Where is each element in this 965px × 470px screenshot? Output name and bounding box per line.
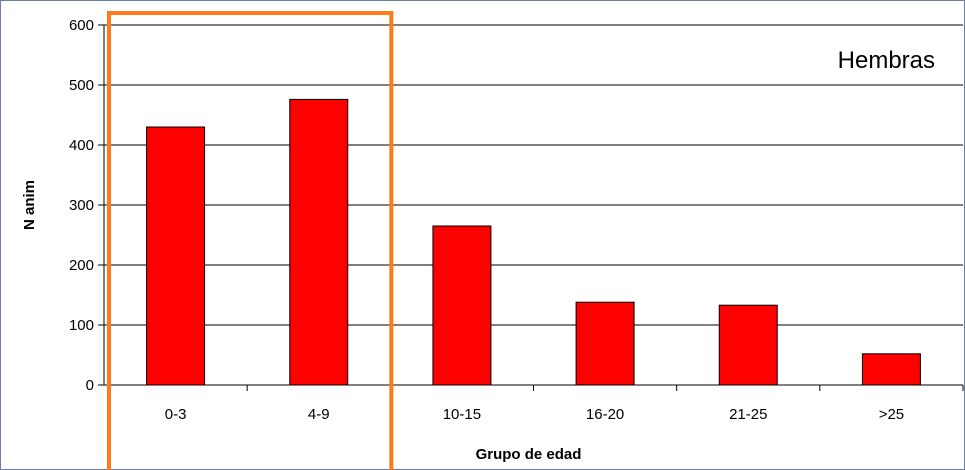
y-tick-label: 600 — [69, 17, 94, 34]
gridlines — [98, 24, 964, 391]
y-tick-label: 0 — [86, 377, 94, 394]
x-tick-label: 10-15 — [443, 406, 481, 423]
y-tick-label: 400 — [69, 137, 94, 154]
y-axis-title: N anim — [21, 180, 38, 230]
highlight-box — [107, 11, 394, 470]
chart-title: Hembras — [838, 47, 935, 74]
x-tick-label: 4-9 — [308, 406, 330, 423]
y-tick-labels: 0 100 200 300 400 500 600 — [69, 17, 94, 394]
x-tick-labels: 0-3 4-9 10-15 16-20 21-25 >25 — [165, 406, 904, 423]
bar — [289, 98, 349, 386]
y-tick-label: 100 — [69, 317, 94, 334]
bar — [575, 301, 635, 386]
bars — [146, 98, 921, 386]
bar — [432, 225, 492, 386]
bar — [146, 126, 206, 386]
x-tick-label: >25 — [879, 406, 904, 423]
x-tick-label: 0-3 — [165, 406, 187, 423]
y-tick-label: 200 — [69, 257, 94, 274]
y-tick-label: 500 — [69, 77, 94, 94]
x-tick-label: 21-25 — [729, 406, 767, 423]
y-tick-label: 300 — [69, 197, 94, 214]
x-tick-label: 16-20 — [586, 406, 624, 423]
bar — [718, 304, 778, 386]
bar — [861, 353, 921, 386]
x-axis-title: Grupo de edad — [476, 446, 582, 463]
